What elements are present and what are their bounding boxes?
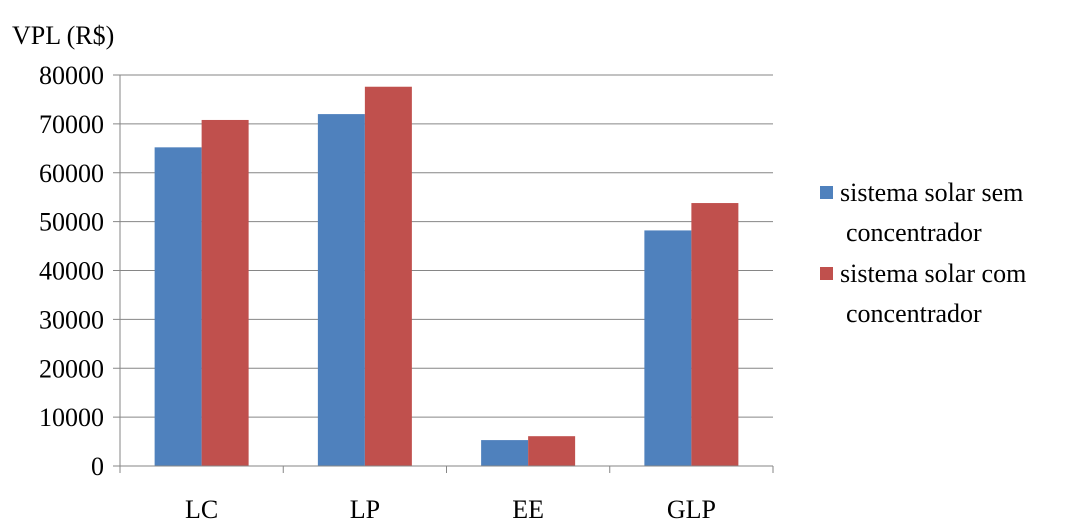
y-axis-label: VPL (R$) — [12, 21, 114, 50]
axes — [119, 75, 774, 473]
bar — [364, 86, 412, 466]
bar — [691, 203, 739, 467]
bar — [481, 440, 529, 466]
bar — [317, 114, 365, 466]
x-tick-label: LC — [185, 495, 218, 524]
bar — [644, 230, 692, 466]
legend-label: concentrador — [846, 299, 982, 328]
y-tick-label: 20000 — [39, 354, 104, 383]
x-tick-label: LP — [350, 495, 380, 524]
bar — [201, 119, 249, 466]
legend-label: concentrador — [846, 218, 982, 247]
y-tick-label: 40000 — [39, 257, 104, 286]
y-tick-label: 0 — [91, 452, 104, 481]
x-tick-label: EE — [512, 495, 544, 524]
x-tick-labels: LC LP EE GLP — [185, 495, 716, 524]
legend: sistema solar sem concentrador sistema sol… — [820, 178, 1026, 328]
legend-label: sistema solar sem — [840, 178, 1023, 207]
y-tick-label: 30000 — [39, 305, 104, 334]
x-tick-label: GLP — [667, 495, 716, 524]
bars — [154, 86, 739, 467]
y-tick-label: 60000 — [39, 159, 104, 188]
legend-swatch — [820, 186, 833, 199]
bar — [154, 147, 202, 466]
y-tick-label: 50000 — [39, 208, 104, 237]
y-tick-labels: 0 10000 20000 30000 40000 50000 60000 70000 8000… — [39, 61, 104, 481]
y-tick-label: 80000 — [39, 61, 104, 90]
bar — [528, 436, 576, 466]
y-tick-label: 70000 — [39, 110, 104, 139]
y-tick-label: 10000 — [39, 403, 104, 432]
legend-label: sistema solar com — [840, 259, 1026, 288]
legend-swatch — [820, 267, 833, 280]
